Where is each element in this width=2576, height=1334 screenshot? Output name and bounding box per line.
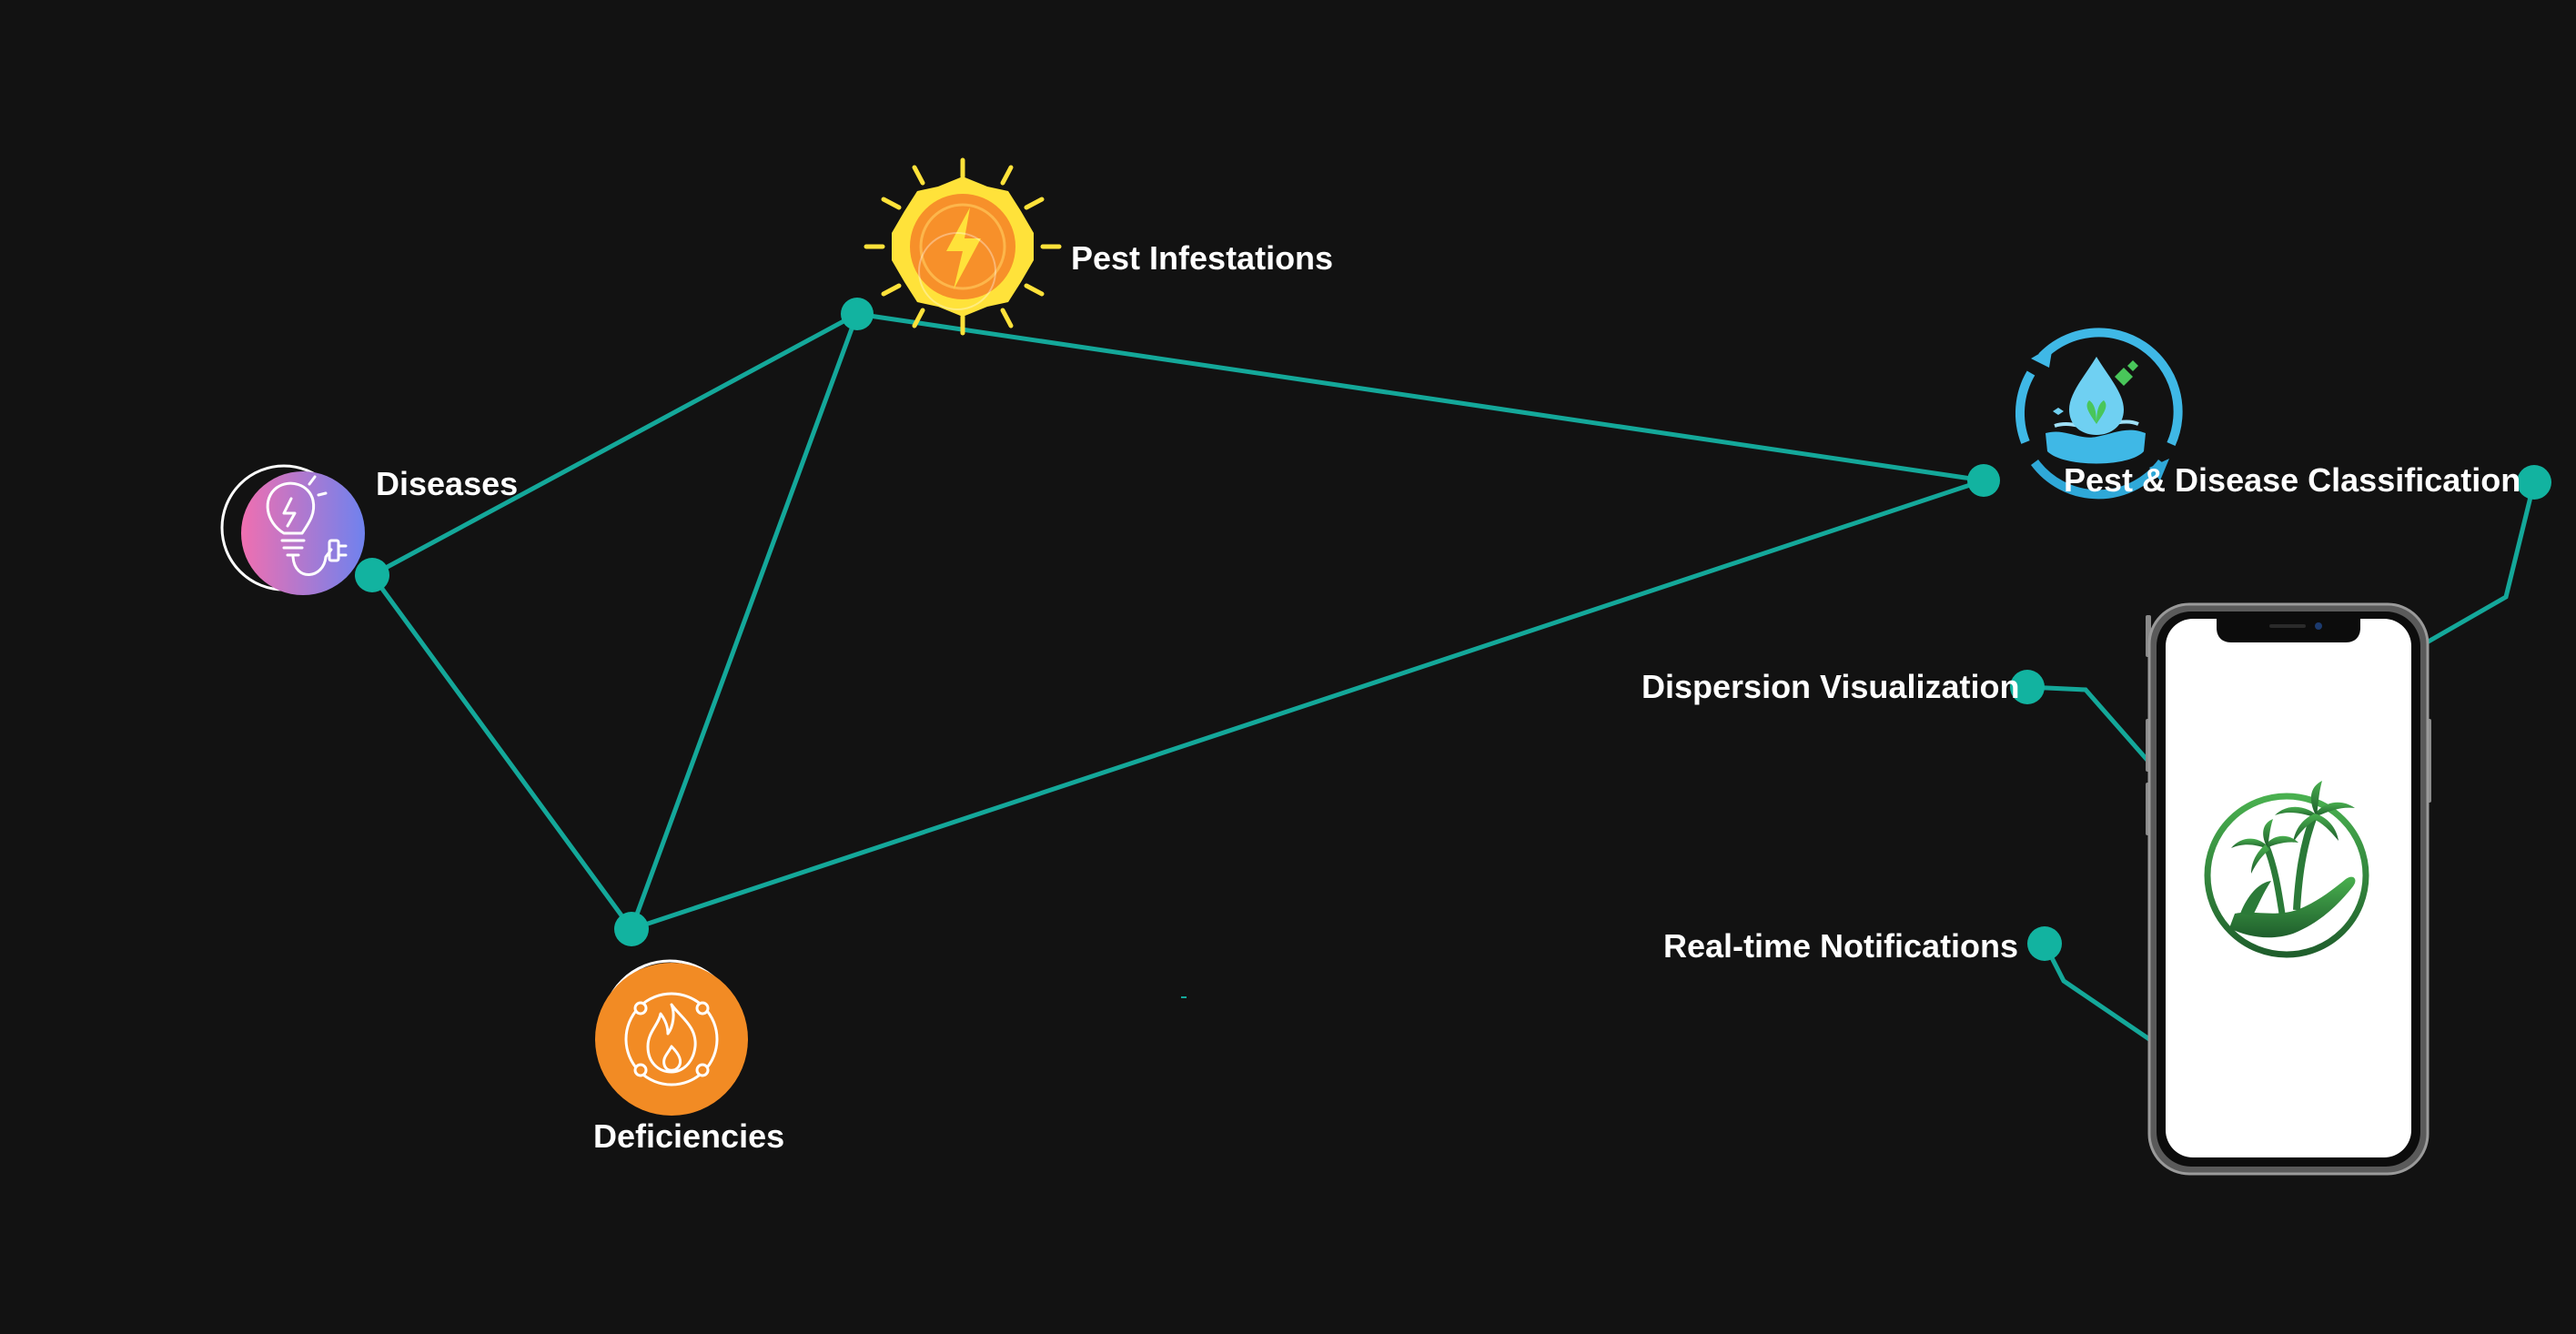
node-deficiencies	[614, 912, 649, 946]
phone-screen	[2166, 619, 2411, 1157]
feature-label-notifications: Real-time Notifications	[1663, 927, 2019, 965]
connector-deficiencies-classification	[629, 478, 1986, 932]
node-label-classification: Pest & Disease Classification	[2064, 461, 2521, 499]
water-drop-leaf-cycle-icon	[2015, 328, 2183, 500]
connector-diseases-pest	[369, 311, 860, 578]
connector-pest-classification	[854, 311, 1986, 483]
connector-classification-phone	[2418, 480, 2537, 649]
smartphone	[2146, 602, 2431, 1176]
node-classification-right	[2517, 465, 2551, 500]
node-label-diseases: Diseases	[376, 465, 519, 502]
sun-lightning-icon	[864, 157, 1062, 336]
connector-lines	[369, 311, 2537, 1042]
feature-label-dispersion: Dispersion Visualization	[1642, 668, 2020, 705]
connector-notifications-phone	[2042, 941, 2152, 1042]
connector-pest-deficiencies	[629, 311, 860, 932]
node-diseases	[355, 558, 389, 592]
fire-icon	[595, 959, 748, 1116]
connector-diseases-deficiencies	[369, 572, 634, 932]
node-label-deficiencies: Deficiencies	[593, 1117, 785, 1155]
node-classification	[1967, 464, 2000, 497]
node-label-pest-infestations: Pest Infestations	[1071, 239, 1334, 277]
junction-nodes	[355, 298, 2551, 961]
node-pest-infestations	[841, 298, 874, 330]
node-dispersion	[2010, 670, 2045, 704]
palm-tree-hand-logo-icon	[2204, 781, 2369, 958]
connector-dispersion-phone	[2025, 684, 2154, 767]
node-notifications	[2027, 926, 2062, 961]
lightbulb-plug-icon	[220, 464, 365, 595]
